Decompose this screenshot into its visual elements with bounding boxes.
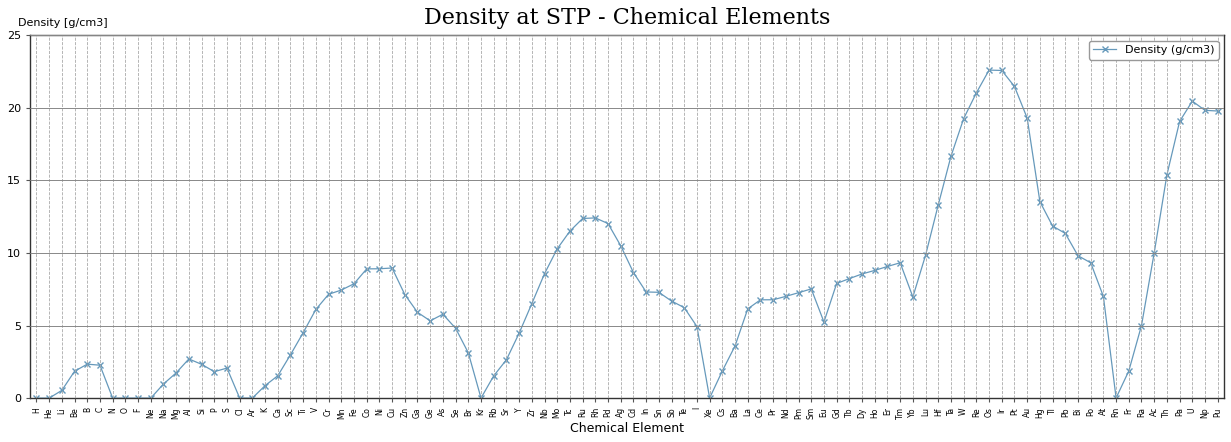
Density (g/cm3)	[524, 301, 539, 306]
Density (g/cm3)	[1210, 108, 1225, 114]
Density (g/cm3)	[740, 306, 755, 312]
Density (g/cm3)	[981, 68, 996, 73]
Density (g/cm3)	[334, 287, 348, 293]
Legend: Density (g/cm3): Density (g/cm3)	[1089, 41, 1219, 60]
Density (g/cm3)	[918, 252, 933, 258]
Title: Density at STP - Chemical Elements: Density at STP - Chemical Elements	[423, 7, 830, 29]
X-axis label: Chemical Element: Chemical Element	[570, 422, 684, 435]
Density (g/cm3)	[233, 396, 247, 401]
Density (g/cm3)	[30, 396, 44, 401]
Density (g/cm3)	[486, 373, 501, 378]
Line: Density (g/cm3): Density (g/cm3)	[33, 67, 1220, 401]
Text: Density [g/cm3]: Density [g/cm3]	[18, 18, 108, 28]
